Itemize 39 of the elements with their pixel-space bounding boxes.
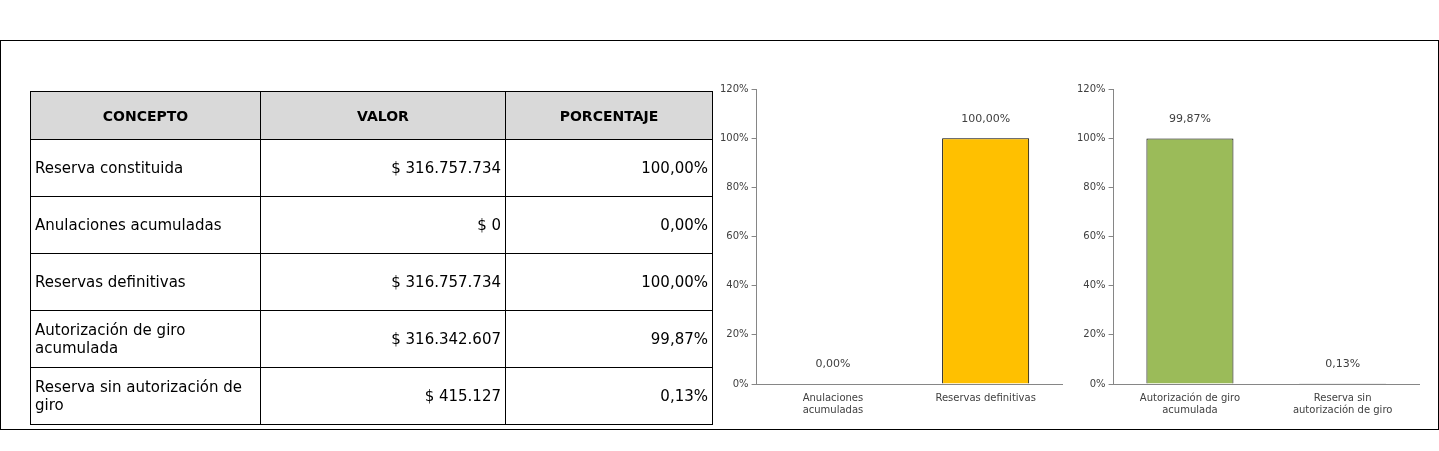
- text: $ 415.127: [260, 367, 506, 425]
- text: Anulaciones acumuladas: [30, 196, 261, 254]
- y-tick-label: 80%: [1083, 180, 1106, 192]
- text: PORCENTAJE: [505, 91, 713, 140]
- text: CONCEPTO: [30, 91, 261, 140]
- y-tick-label: 20%: [726, 328, 749, 340]
- text: 100,00%: [505, 253, 713, 311]
- y-tick-label: 60%: [1083, 230, 1106, 242]
- y-tick-label: 0%: [732, 377, 749, 389]
- text: $ 0: [260, 196, 506, 254]
- y-tick-label: 40%: [1083, 279, 1106, 291]
- text: $ 316.342.607: [260, 310, 506, 368]
- y-tick-label: 40%: [726, 279, 749, 291]
- data-label: 0,00%: [815, 357, 851, 371]
- data-label: 0,13%: [1325, 357, 1361, 371]
- text: $ 316.757.734: [260, 253, 506, 311]
- text: 0,00%: [505, 196, 713, 254]
- y-tick-label: 120%: [1077, 82, 1106, 94]
- text: Reservas definitivas: [30, 253, 261, 311]
- x-tick-label: Anulaciones acumuladas: [802, 391, 864, 415]
- text: 99,87%: [505, 310, 713, 368]
- data-label: 100,00%: [961, 111, 1011, 125]
- text: $ 316.757.734: [260, 139, 506, 197]
- x-tick-label: Autorización de giro acumulada: [1139, 391, 1241, 415]
- x-tick-label: Reserva sin autorización de giro: [1292, 391, 1393, 415]
- y-tick-label: 60%: [726, 230, 749, 242]
- y-tick-label: 100%: [720, 131, 749, 143]
- text: VALOR: [260, 91, 506, 140]
- y-tick-label: 80%: [726, 180, 749, 192]
- text: 100,00%: [505, 139, 713, 197]
- text: 0,13%: [505, 367, 713, 425]
- data-label: 99,87%: [1168, 111, 1211, 125]
- text: Reserva constituida: [30, 139, 261, 197]
- x-tick-label: Reservas definitivas: [935, 391, 1036, 403]
- y-tick-label: 0%: [1089, 377, 1106, 389]
- y-tick-label: 100%: [1077, 131, 1106, 143]
- y-tick-label: 20%: [1083, 328, 1106, 340]
- y-tick-label: 120%: [720, 82, 749, 94]
- text: Autorización de giro acumulada: [30, 310, 261, 368]
